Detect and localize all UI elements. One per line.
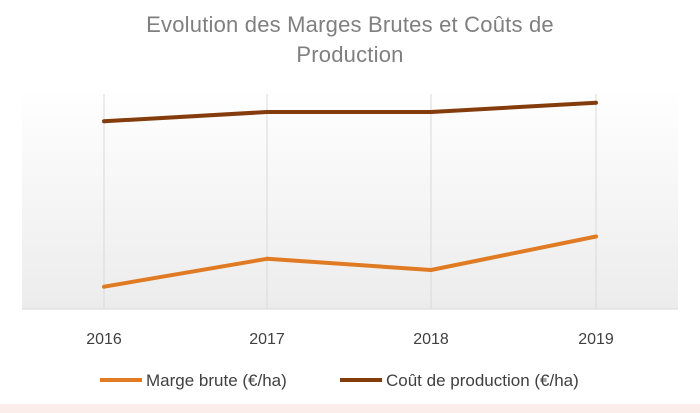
legend-item-co-t-de-production-ha: Coût de production (€/ha) bbox=[340, 371, 579, 390]
legend-label-co-t-de-production-ha: Coût de production (€/ha) bbox=[386, 371, 579, 390]
vertical-gridlines bbox=[103, 94, 597, 309]
bottom-strip bbox=[0, 404, 700, 413]
chart-title: Evolution des Marges Brutes et Coûts de … bbox=[0, 10, 700, 70]
legend: Marge brute (€/ha) Coût de production (€/… bbox=[100, 371, 579, 390]
legend-item-marge-brute-ha: Marge brute (€/ha) bbox=[100, 371, 287, 390]
data-point-co-t-de-production-ha-2017 bbox=[265, 110, 269, 114]
data-point-marge-brute-ha-2017 bbox=[265, 256, 269, 261]
data-point-marge-brute-ha-2018 bbox=[429, 268, 433, 272]
data-point-marge-brute-ha-2019 bbox=[594, 234, 598, 239]
chart-title-line-2: Production bbox=[296, 42, 404, 67]
x-tick-label-2017: 2017 bbox=[249, 331, 285, 348]
data-point-marge-brute-ha-2016 bbox=[102, 284, 106, 289]
x-tick-label-2016: 2016 bbox=[86, 331, 122, 348]
x-tick-label-2018: 2018 bbox=[413, 331, 449, 348]
series-line-marge-brute-ha bbox=[103, 234, 597, 289]
data-point-co-t-de-production-ha-2019 bbox=[594, 100, 598, 105]
data-point-co-t-de-production-ha-2016 bbox=[102, 119, 106, 124]
x-tick-label-2019: 2019 bbox=[578, 331, 614, 348]
plot-area-background bbox=[22, 86, 678, 309]
data-point-co-t-de-production-ha-2018 bbox=[429, 110, 433, 114]
series-line-co-t-de-production-ha bbox=[103, 100, 597, 124]
chart-title-line-1: Evolution des Marges Brutes et Coûts de bbox=[146, 12, 554, 37]
series-layer bbox=[102, 100, 598, 289]
x-tick-labels: 2016 2017 2018 2019 bbox=[86, 331, 614, 348]
legend-label-marge-brute-ha: Marge brute (€/ha) bbox=[146, 371, 287, 390]
